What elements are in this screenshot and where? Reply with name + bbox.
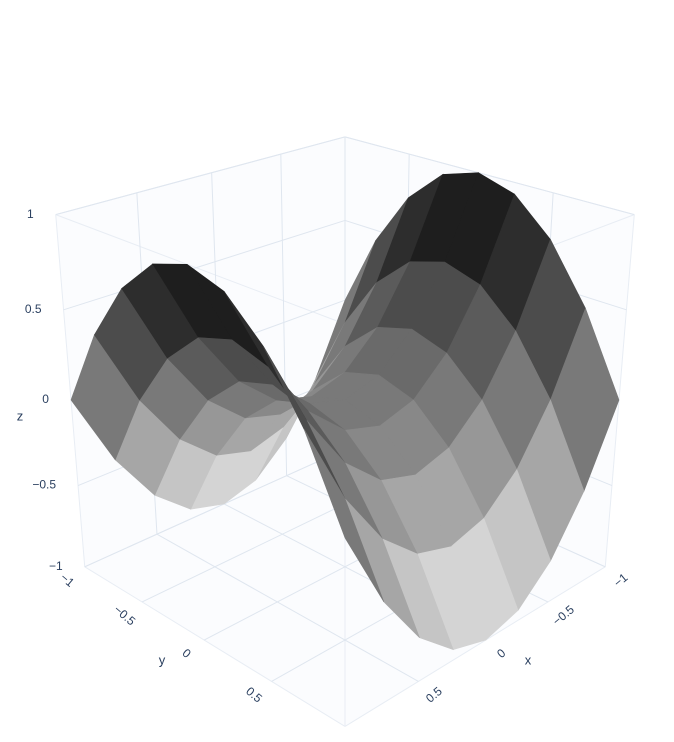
y-axis-title: y	[159, 652, 166, 667]
x-tick-label: 0	[494, 646, 508, 661]
z-tick-label: 0.5	[25, 302, 42, 316]
grid-line	[84, 448, 346, 568]
grid-line	[344, 136, 635, 216]
x-tick-label: −0.5	[550, 602, 577, 628]
box-edge	[604, 214, 635, 567]
surface-patch	[303, 429, 385, 602]
box-edge	[84, 566, 346, 727]
box-edge	[55, 214, 346, 325]
x-tick-label: −1	[611, 570, 631, 590]
box-edge	[55, 214, 86, 567]
grid-line	[55, 136, 346, 216]
y-tick-label: 0.5	[243, 684, 265, 706]
z-tick-label: −1	[49, 559, 63, 573]
z-tick-label: −0.5	[32, 478, 56, 492]
x-tick-label: 0.5	[423, 684, 445, 706]
grid-line	[63, 219, 346, 311]
y-tick-label: −1	[58, 570, 78, 590]
z-tick-label: 0	[42, 392, 49, 406]
x-axis-title: x	[525, 652, 532, 667]
y-tick-label: 0	[180, 646, 194, 661]
y-tick-label: −0.5	[111, 602, 138, 628]
z-axis-title: z	[17, 408, 24, 423]
z-tick-label: 1	[27, 207, 34, 221]
box-edge	[344, 566, 606, 727]
grid-line	[156, 533, 419, 682]
